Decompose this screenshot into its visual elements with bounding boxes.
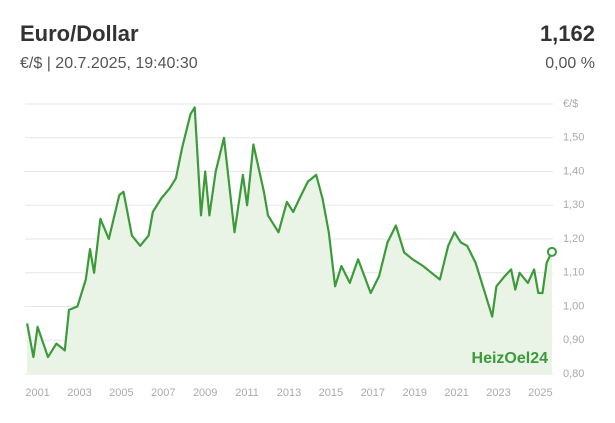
x-tick-label: 2009 — [193, 387, 217, 399]
x-tick-label: 2025 — [528, 387, 552, 399]
last-point — [546, 246, 557, 257]
x-tick-label: 2019 — [402, 387, 426, 399]
x-tick-label: 2005 — [109, 387, 133, 399]
y-tick-label: 1,40 — [563, 165, 584, 177]
y-tick-label: 0,80 — [563, 368, 584, 380]
y-tick-label: 1,50 — [563, 132, 584, 144]
x-tick-label: 2017 — [361, 387, 385, 399]
y-tick-label: 1,20 — [563, 233, 584, 245]
line — [26, 106, 553, 359]
y-tick-label: 1,00 — [563, 300, 584, 312]
x-tick-label: 2021 — [444, 387, 468, 399]
change: 0,00 % — [545, 55, 595, 72]
area — [27, 107, 553, 375]
chart-title: Euro/Dollar — [20, 21, 139, 46]
y-tick-label: 0,90 — [563, 334, 584, 346]
x-tick-label: 2003 — [67, 387, 91, 399]
x-tick-label: 2013 — [277, 387, 301, 399]
y-tick-label: 1,30 — [563, 199, 584, 211]
watermark: HeizOel24 — [472, 350, 549, 367]
x-tick-label: 2001 — [25, 387, 49, 399]
x-tick-label: 2007 — [151, 387, 175, 399]
x-tick-label: 2023 — [486, 387, 510, 399]
current-value: 1,162 — [540, 21, 595, 46]
y-unit: €/$ — [563, 98, 578, 110]
x-tick-label: 2015 — [319, 387, 343, 399]
y-tick-label: 1,10 — [563, 267, 584, 279]
x-tick-label: 2011 — [235, 387, 259, 399]
subtitle: €/$ | 20.7.2025, 19:40:30 — [20, 55, 198, 72]
